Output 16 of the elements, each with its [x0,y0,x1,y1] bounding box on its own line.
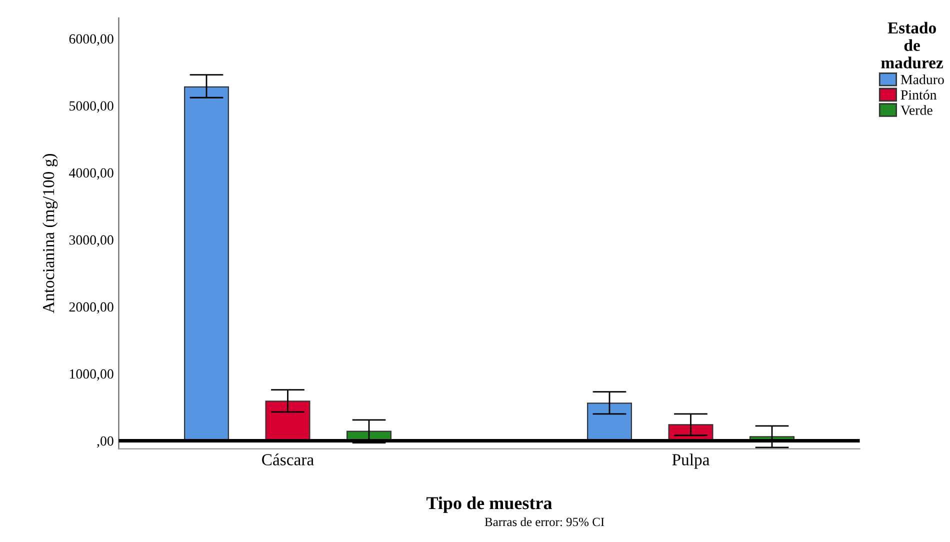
legend-title: Estado de madurez [881,22,944,68]
y-tick-label: 6000,00 [69,34,114,46]
y-tick-label: ,00 [97,436,114,448]
x-axis-title: Tipo de muestra [426,496,552,513]
legend-label: Pintón [900,90,937,100]
legend-label: Verde [900,105,932,115]
text: Barras de error: 95% CI [484,517,604,526]
y-tick-label: 5000,00 [70,101,114,113]
y-axis-title: Antocianina (mg/100 g) [42,154,58,314]
x-tick-label: Cáscara [262,454,314,466]
y-tick-label: 4000,00 [69,168,114,180]
y-tick-label: 2000,00 [69,302,114,314]
y-tick-label: 3000,00 [69,235,114,247]
y-tick-label: 1000,00 [70,369,114,381]
legend-label: Maduro [900,74,944,84]
x-tick-label: Pulpa [672,454,710,469]
